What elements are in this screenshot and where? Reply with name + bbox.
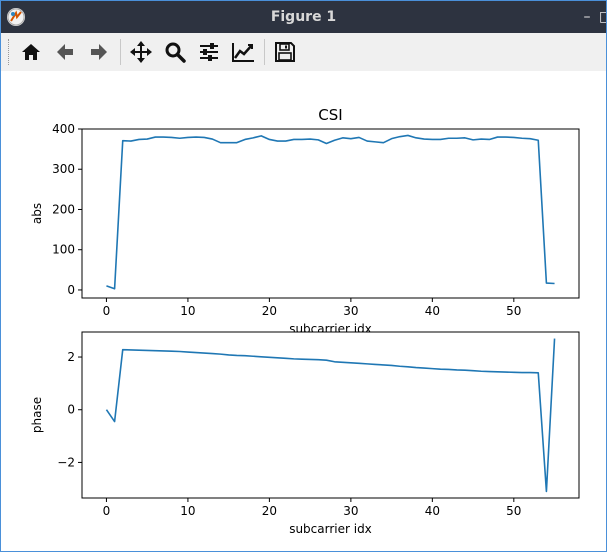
y-tick-label: 300 xyxy=(52,162,75,176)
y-tick-label: 200 xyxy=(52,202,75,216)
arrow-left-icon xyxy=(57,44,73,60)
series-line-1 xyxy=(106,134,555,290)
back-button[interactable] xyxy=(49,36,81,68)
line-chart-icon xyxy=(232,43,254,62)
x-tick-label: 20 xyxy=(262,304,277,318)
sliders-icon xyxy=(200,43,218,61)
x-tick-label: 10 xyxy=(180,504,195,518)
configure-subplots-button[interactable] xyxy=(193,36,225,68)
x-tick-label: 50 xyxy=(506,504,521,518)
toolbar-grip[interactable] xyxy=(8,39,11,65)
edit-axes-button[interactable] xyxy=(227,36,259,68)
x-tick-label: 40 xyxy=(425,504,440,518)
chart-title: CSI xyxy=(318,106,342,124)
magnifier-icon xyxy=(165,42,186,63)
save-button[interactable] xyxy=(269,36,301,68)
home-icon xyxy=(22,44,40,60)
y-tick-label: −2 xyxy=(57,455,75,469)
arrow-right-icon xyxy=(91,44,107,60)
x-tick-label: 0 xyxy=(103,304,111,318)
toolbar-separator xyxy=(264,39,265,65)
maximize-button[interactable]: □ xyxy=(599,1,606,33)
axes-overlap-mask xyxy=(82,332,579,336)
zoom-button[interactable] xyxy=(159,36,191,68)
title-bar[interactable]: Figure 1 – □ xyxy=(1,1,606,33)
y-tick-label: 0 xyxy=(67,403,75,417)
y-axis-label: phase xyxy=(30,397,44,433)
x-axis-label: subcarrier idx xyxy=(289,522,372,536)
window-title: Figure 1 xyxy=(270,9,337,25)
x-tick-label: 0 xyxy=(103,504,111,518)
y-tick-label: 0 xyxy=(67,283,75,297)
figure-canvas[interactable]: 0 10 20 30 40 50 0 100 200 300 400 CSI subcarrier id… xyxy=(1,71,606,551)
x-tick-label: 20 xyxy=(262,504,277,518)
axes-frame xyxy=(81,128,580,299)
y-tick-label: 400 xyxy=(52,122,75,136)
series-line-1 xyxy=(105,338,556,493)
x-tick-label: 40 xyxy=(425,304,440,318)
app-icon xyxy=(7,8,25,26)
toolbar-separator xyxy=(120,39,121,65)
x-tick-label: 10 xyxy=(180,304,195,318)
y-tick-label: 2 xyxy=(67,350,75,364)
forward-button[interactable] xyxy=(83,36,115,68)
x-tick-label: 30 xyxy=(343,504,358,518)
minimize-button[interactable]: – xyxy=(583,9,591,25)
pan-button[interactable] xyxy=(125,36,157,68)
x-tick-label: 50 xyxy=(506,304,521,318)
y-axis-label: abs xyxy=(30,203,44,224)
navigation-toolbar xyxy=(1,33,606,71)
move-icon xyxy=(130,41,152,63)
home-button[interactable] xyxy=(15,36,47,68)
axes-frame xyxy=(81,331,580,499)
subplot-2: 0 10 20 30 40 50 −2 0 2 subcarrier idx phase xyxy=(30,331,580,536)
x-tick-label: 30 xyxy=(343,304,358,318)
floppy-disk-icon xyxy=(275,42,295,62)
y-tick-label: 100 xyxy=(52,243,75,257)
